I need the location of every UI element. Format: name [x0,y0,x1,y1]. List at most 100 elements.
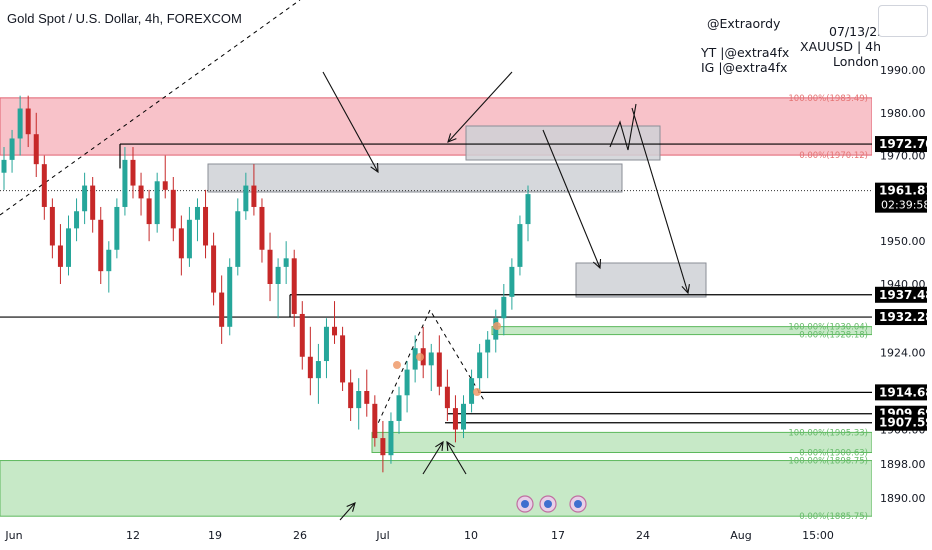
candle-body [186,219,192,259]
candle-body [33,134,39,165]
candle-body [364,391,370,404]
arrow-down-left-head [370,162,379,174]
candle-body [509,266,515,297]
candle-body [211,245,217,293]
fib-label: 0.00%(1900.63) [799,449,868,459]
candle-body [380,438,386,456]
signal-marker [416,353,424,361]
candle-body [227,266,233,327]
candle-body [251,185,257,207]
candle-body [41,164,47,207]
arrow-up-low [339,502,356,521]
fib-label: 0.00%(1885.75) [799,512,868,522]
candle-body [525,194,531,225]
zigzag-projection [609,103,637,151]
candle-body [436,352,442,387]
candle-body [25,108,31,135]
candle-body [283,258,289,267]
price-tag [875,309,927,326]
candle-body [154,181,160,225]
candle-body [170,189,176,229]
fib-label: 100.00%(1983.49) [788,94,868,104]
arrow-to-box [542,129,601,269]
candle-body [49,206,55,246]
candle-body [178,228,184,259]
dashed-pattern [374,308,486,431]
candle-body [332,326,338,336]
candle-body [299,313,305,357]
candle-body [130,159,136,186]
candle-body [275,266,281,284]
countdown-label: 02:39:58 [881,199,930,212]
x-tick-label: 10 [464,529,478,542]
signal-marker [393,361,401,369]
x-tick-label: 17 [551,529,565,542]
x-tick-label: 19 [208,529,222,542]
flag-event-icon-center [574,500,582,508]
candle-body [57,245,63,267]
supply-zone [0,97,873,156]
arrow-up-left [422,441,444,475]
arrow-down-right-head [447,133,457,143]
time-axis-bg [0,522,932,550]
candle-body [90,185,96,220]
candle-body [485,339,491,353]
gray-box [465,125,661,161]
price-tag-label: 1914.68 [879,385,932,399]
youtube-handle: YT |@extra4fx [701,45,790,60]
dashed-trendline [0,0,301,216]
x-tick-label: Aug [730,529,751,542]
arrow-up-right-head [446,440,455,452]
candle-body [98,219,104,272]
x-tick-label: 15:00 [802,529,834,542]
y-tick-label: 1898.00 [880,458,926,471]
candle-body [291,258,297,314]
candle-body [477,352,483,379]
instagram-handle: IG |@extra4fx [701,60,788,75]
y-tick-label: 1890.00 [880,492,926,505]
price-tag [875,286,927,303]
candle-body [219,292,225,327]
chart-title: Gold Spot / U.S. Dollar, 4h, FOREXCOM [7,11,242,26]
candle-body [452,408,458,430]
chart-options-button[interactable] [878,5,928,37]
candle-body [412,348,418,370]
candle-body [501,296,507,319]
candle-body [267,249,273,284]
y-tick-label: 1924.00 [880,346,926,359]
candle-body [396,395,402,421]
author-handle: @Extraordy [707,16,781,31]
candle-body [517,224,523,267]
candle-body [444,386,450,409]
candle-body [194,206,200,220]
candle-body [106,249,112,272]
candle-body [146,198,152,225]
candle-body [162,181,168,190]
fib-label: 0.00%(1928.18) [799,331,868,341]
candle-body [315,361,321,379]
arrow-target-head [681,284,690,295]
candle-body [259,206,265,250]
candle-body [469,378,475,404]
x-tick-label: 12 [126,529,140,542]
price-axis-bg [872,0,932,550]
candle-body [340,335,346,383]
arrow-to-box-head [592,258,602,270]
candle-body [404,369,410,396]
price-axis[interactable]: 1890.001898.001906.001915.001924.001932.… [788,0,932,550]
candle-body [348,382,354,409]
candle-body [235,211,241,267]
y-tick-label: 1970.00 [880,150,926,163]
drawings-layer [0,0,872,521]
flag-event-icon-center [544,500,552,508]
gray-box [207,163,623,193]
y-tick-label: 1990.00 [880,64,926,77]
x-tick-label: Jul [375,529,389,542]
arrow-target [631,107,689,294]
time-axis[interactable]: Jun 12 19 26 Jul 10 17 24 Aug 15:00 [0,522,932,550]
fib-label: 100.00%(1905.33) [788,428,868,438]
candle-body [307,356,313,379]
price-tag-label: 1961.81 [879,184,932,198]
candle-body [203,206,209,246]
